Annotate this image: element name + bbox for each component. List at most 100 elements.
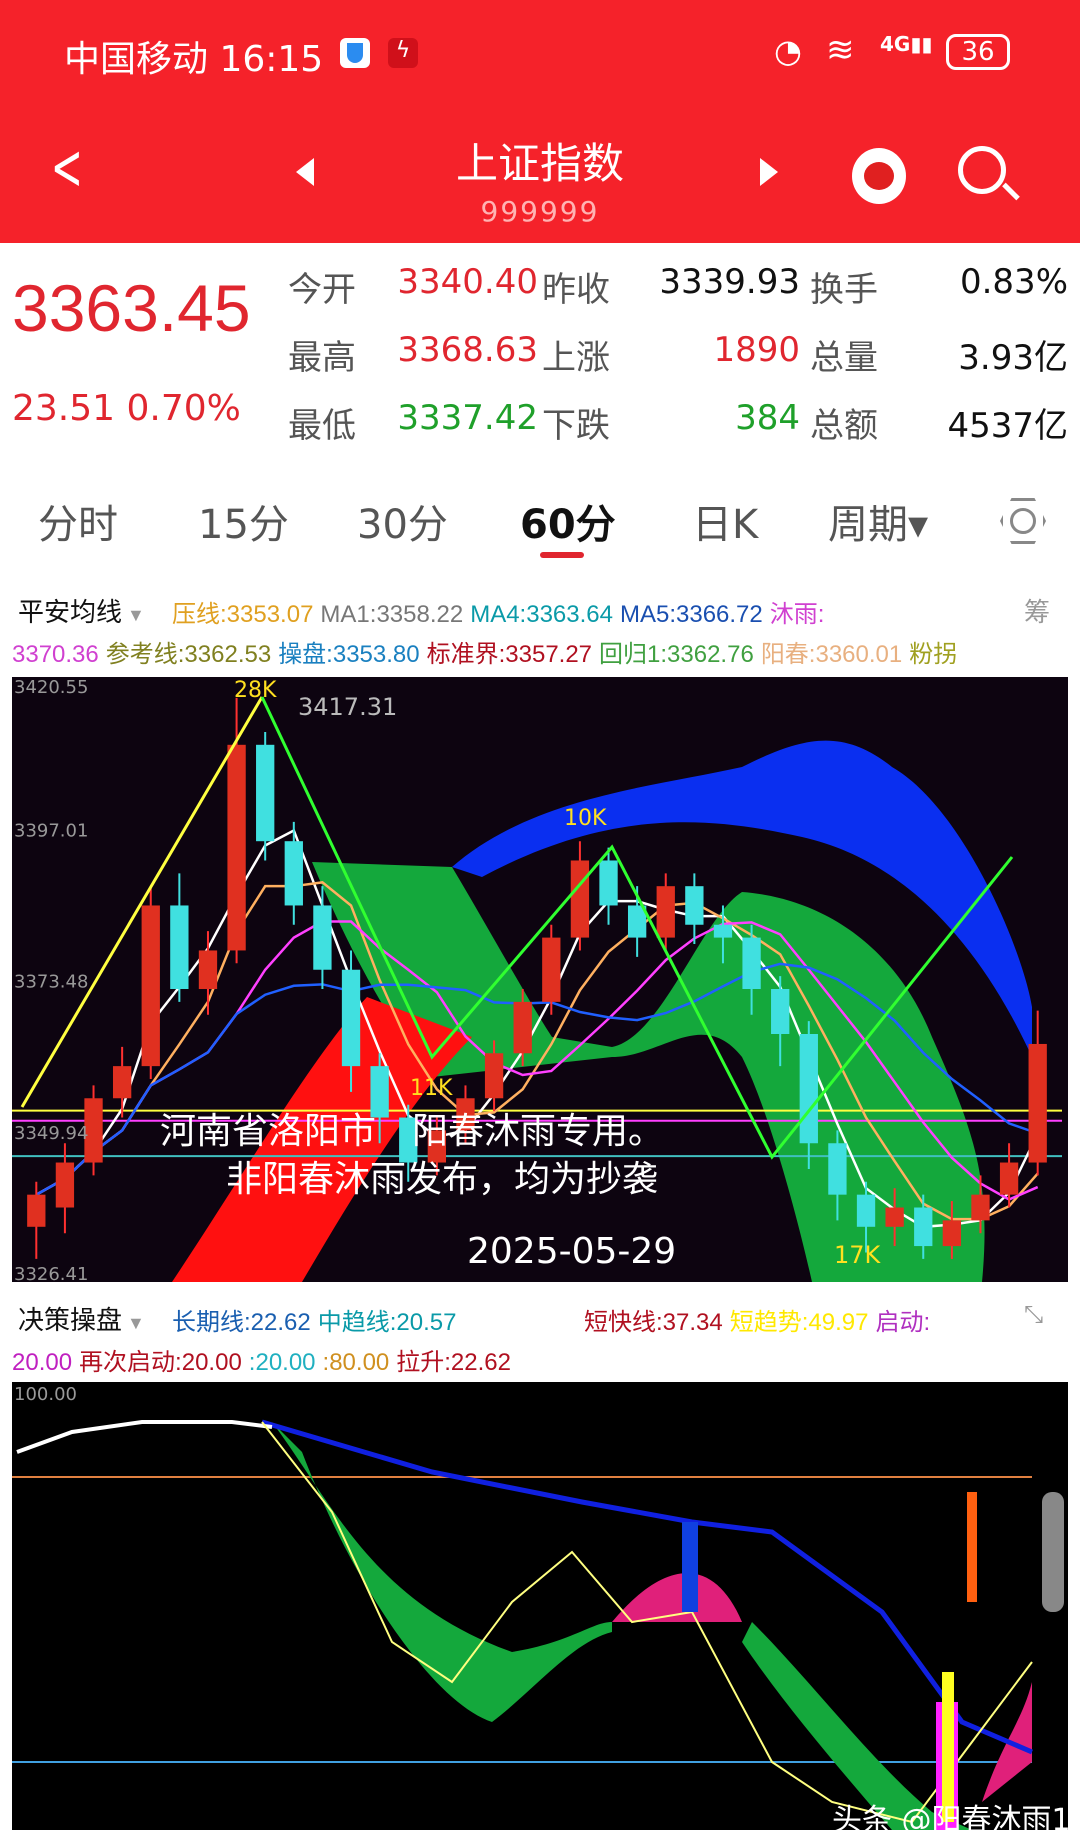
search-icon[interactable]	[958, 146, 1020, 201]
legend-item: 参考线:3362.53	[105, 641, 272, 668]
indicator-selector-2[interactable]: 决策操盘 ▼	[18, 1305, 145, 1335]
battery-level: 36	[961, 37, 995, 67]
prev-triangle-icon[interactable]	[296, 158, 314, 186]
legend-item: MA1:3358.22	[320, 601, 464, 628]
expand-icon[interactable]: ⤡	[1024, 1300, 1044, 1328]
green-ribbon-2	[742, 1622, 972, 1830]
legend-item: :20.00	[248, 1349, 316, 1376]
quote-label: 总量	[810, 338, 878, 378]
next-triangle-icon[interactable]	[760, 158, 778, 186]
candle	[713, 924, 733, 938]
legend-item: 沐雨:	[769, 601, 825, 628]
quote-value: 384	[735, 398, 800, 438]
watermark-date: 2025-05-29	[467, 1231, 676, 1272]
legend-item: 再次启动:20.00	[79, 1349, 242, 1376]
tab-1[interactable]: 15分	[198, 502, 289, 548]
candle	[227, 744, 246, 951]
legend-item: MA4:3363.64	[470, 601, 613, 628]
legend-item: 阳春:3360.01	[760, 641, 903, 668]
quote-value: 0.83%	[959, 262, 1068, 302]
pink-area-1	[612, 1573, 742, 1622]
candle	[599, 860, 618, 906]
blue-bar	[682, 1522, 698, 1612]
legend-item: 压线:3353.07	[172, 601, 314, 628]
white-line	[16, 1420, 273, 1454]
orange-bar	[967, 1492, 977, 1602]
legend1-tail: 筹	[1024, 597, 1051, 627]
quote-value: 3.93亿	[958, 338, 1068, 378]
candle	[942, 1220, 962, 1247]
legend-item: 短趋势:49.97	[729, 1309, 869, 1336]
app-header: 中国移动 16:15 ϟ ◔ ≋ 4G▮▮ 36 < 上证指数 999999	[0, 0, 1080, 243]
candle	[999, 1162, 1019, 1195]
candle	[341, 969, 361, 1067]
yellow-line	[261, 1421, 1033, 1824]
quote-value: 3368.63	[397, 330, 538, 370]
quote-label: 上涨	[542, 338, 610, 378]
quote-value: 4537亿	[947, 406, 1068, 446]
indicator-chart[interactable]: 100.00 头条 @阳春沐雨1	[12, 1382, 1068, 1830]
legend-item: MA5:3366.72	[619, 601, 763, 628]
candle	[484, 1053, 504, 1099]
candle	[313, 905, 332, 970]
quote-value: 3339.93	[659, 262, 800, 302]
candle	[914, 1207, 933, 1247]
pink-area-2	[982, 1682, 1032, 1802]
annotation-10k: 10K	[564, 806, 607, 831]
legend2-line1: 长期线:22.62 中趋线:20.57	[172, 1302, 463, 1337]
candle	[370, 1066, 389, 1118]
quote-label: 下跌	[542, 406, 610, 446]
y-tick-top: 100.00	[14, 1384, 77, 1405]
y-tick: 3349.94	[14, 1123, 88, 1144]
annotation-17k: 17K	[834, 1241, 882, 1269]
tab-2[interactable]: 30分	[357, 502, 448, 548]
mascot-icon[interactable]	[852, 148, 906, 204]
quote-label: 昨收	[542, 270, 610, 310]
candle	[141, 905, 160, 1067]
ma-line-5	[35, 881, 1039, 1221]
tab-0[interactable]: 分时	[38, 502, 118, 548]
tab-3[interactable]: 60分	[520, 502, 616, 548]
green-band	[312, 862, 985, 1282]
legend-item: 短快线:37.34	[584, 1309, 723, 1336]
quote-label: 总额	[810, 406, 878, 446]
yellow-bar	[942, 1672, 954, 1822]
candle	[771, 989, 790, 1034]
y-tick: 3326.41	[14, 1264, 88, 1282]
watermark-line2: 非阳春沐雨发布，均为抄袭	[226, 1159, 658, 1200]
watermark-line1: 河南省洛阳市 阳春沐雨专用。	[160, 1111, 664, 1152]
candle	[256, 744, 275, 842]
back-icon[interactable]: <	[50, 131, 83, 205]
candle	[1028, 1043, 1047, 1163]
annotation-high: 3417.31	[298, 693, 397, 721]
legend-item: 启动:	[875, 1309, 931, 1336]
quote-label: 最低	[288, 406, 356, 446]
candle	[456, 1098, 475, 1131]
candle	[656, 886, 675, 938]
quote-value: 3340.40	[397, 262, 538, 302]
legend1-line2: 3370.36 参考线:3362.53 操盘:3353.80 标准界:3357.27 回…	[12, 634, 964, 669]
settings-hex-icon[interactable]	[1000, 498, 1046, 544]
quote-label: 今开	[288, 270, 356, 310]
candle	[112, 1066, 132, 1099]
legend-item: 标准界:3357.27	[426, 641, 593, 668]
legend-item: 回归1:3362.76	[599, 641, 754, 668]
candle	[542, 937, 561, 1002]
tab-4[interactable]: 日K	[692, 502, 759, 548]
candle	[685, 886, 704, 925]
indicator-selector-1[interactable]: 平安均线 ▼	[18, 597, 145, 627]
tab-5[interactable]: 周期▾	[828, 502, 929, 548]
legend1-line1: 压线:3353.07 MA1:3358.22 MA4:3363.64 MA5:3366…	[172, 594, 831, 629]
legend-item: 粉拐	[909, 641, 958, 668]
wifi-icon: ≋	[826, 30, 855, 70]
candle	[27, 1194, 46, 1227]
candle	[885, 1207, 904, 1227]
stock-code: 999999	[480, 195, 600, 228]
status-carrier: 中国移动 16:15	[64, 30, 323, 82]
scroll-handle[interactable]	[1042, 1492, 1064, 1612]
signal-icon: 4G▮▮	[880, 32, 933, 56]
candle	[828, 1143, 847, 1195]
candle	[170, 905, 189, 990]
flash-icon: ϟ	[388, 38, 418, 68]
